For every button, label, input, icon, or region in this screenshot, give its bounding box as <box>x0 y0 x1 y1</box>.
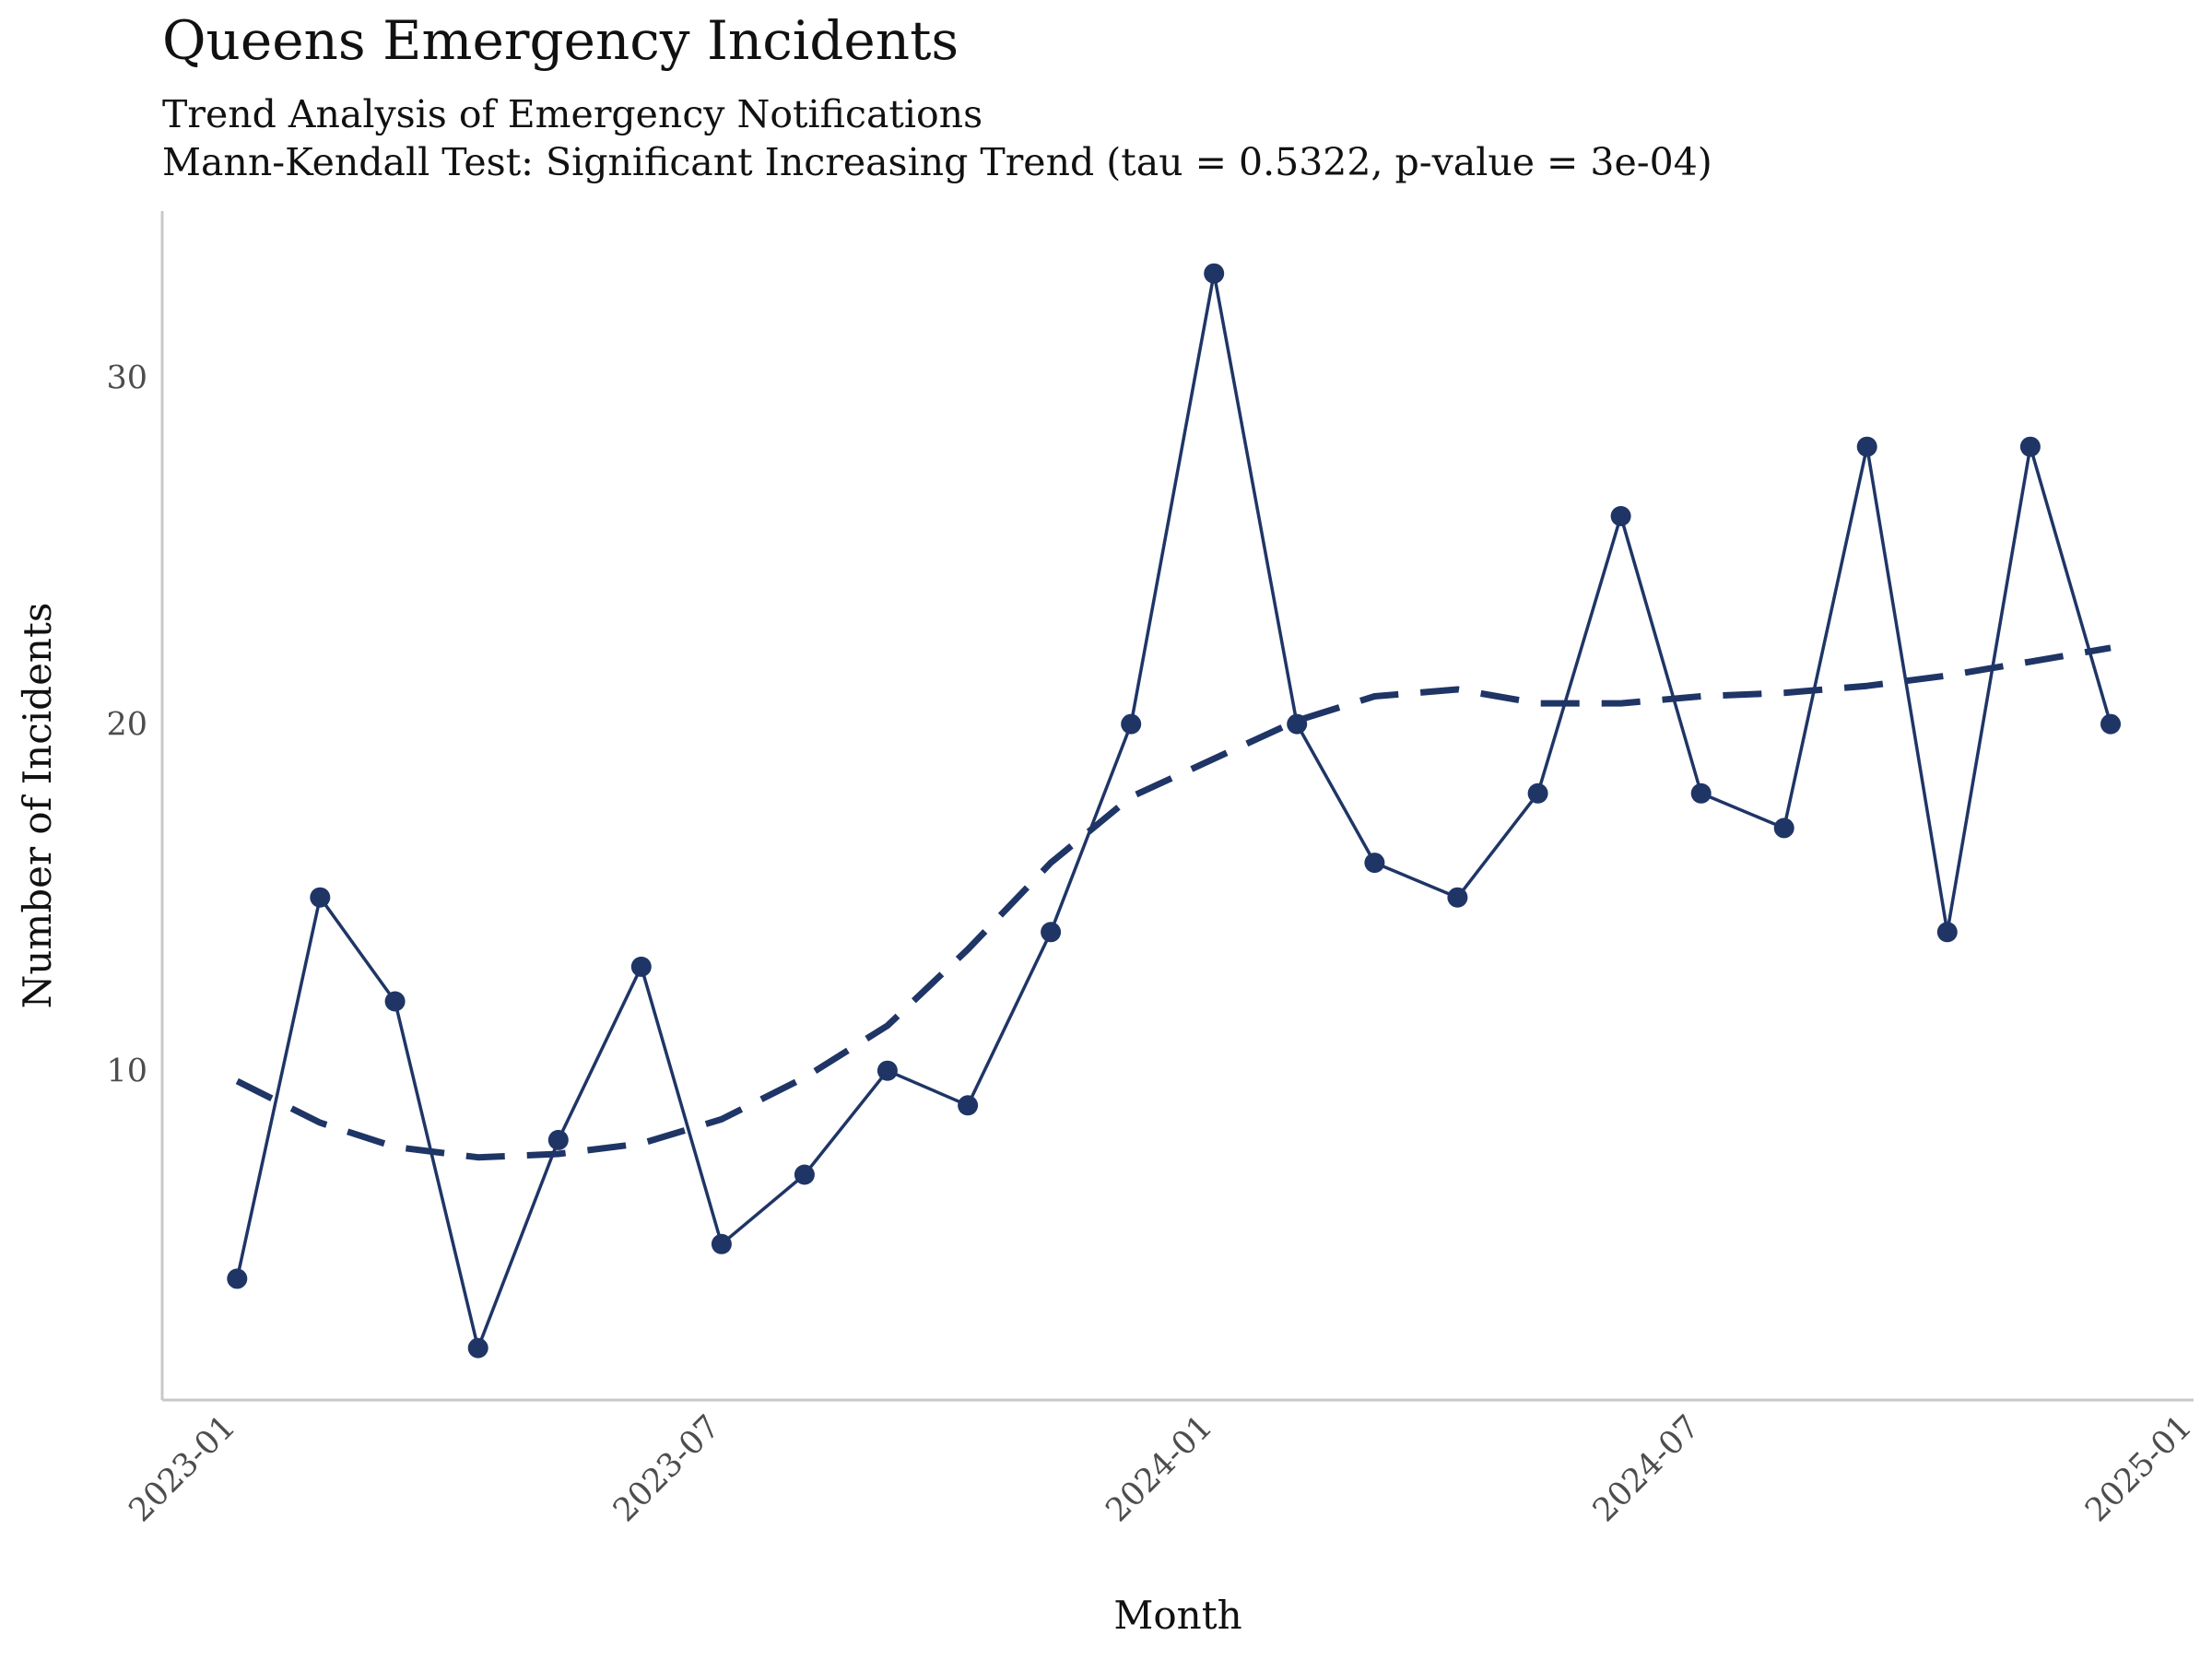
data-point <box>630 956 652 977</box>
data-point <box>547 1129 569 1150</box>
chart-subtitle-line-1: Trend Analysis of Emergency Notification… <box>162 92 983 136</box>
observed-series <box>235 271 2112 1350</box>
trend-line <box>235 644 2112 1161</box>
data-point <box>384 991 406 1012</box>
y-tick-label: 30 <box>106 360 147 397</box>
y-tick-labels: 10 20 30 <box>106 360 147 1090</box>
data-point <box>1041 922 1062 943</box>
chart-subtitle-line-2: Mann-Kendall Test: Significant Increasin… <box>162 140 1712 184</box>
y-tick-label: 10 <box>106 1053 147 1090</box>
data-point <box>711 1233 732 1254</box>
data-point <box>227 1268 248 1289</box>
data-point <box>1204 263 1225 284</box>
x-tick-label: 2023-07 <box>606 1408 727 1529</box>
observed-points <box>227 263 2121 1359</box>
x-axis-title: Month <box>1113 1593 1241 1638</box>
x-tick-label: 2025-01 <box>2078 1408 2199 1529</box>
y-tick-label: 20 <box>106 707 147 744</box>
data-point <box>1364 853 1385 874</box>
data-point <box>1287 713 1308 735</box>
data-point <box>1610 506 1631 526</box>
y-axis-title: Number of Incidents <box>15 603 60 1009</box>
data-point <box>794 1164 815 1185</box>
chart-title: Queens Emergency Incidents <box>162 9 959 72</box>
axes <box>160 211 2194 1402</box>
data-point <box>310 887 331 908</box>
data-point <box>2100 713 2121 735</box>
x-tick-labels: 2023-01 2023-07 2024-01 2024-07 2025-01 <box>123 1408 2200 1529</box>
data-point <box>1447 887 1468 908</box>
x-tick-label: 2023-01 <box>123 1408 243 1529</box>
data-point <box>1856 436 1877 457</box>
data-point <box>1773 818 1794 839</box>
trend-series <box>235 644 2112 1161</box>
data-point <box>958 1095 979 1116</box>
data-point <box>467 1337 488 1359</box>
data-point <box>2019 436 2041 457</box>
data-point <box>1527 782 1548 804</box>
data-point <box>1121 713 1142 735</box>
x-tick-label: 2024-07 <box>1586 1408 1707 1529</box>
data-point <box>1690 782 1712 804</box>
data-point <box>877 1060 898 1081</box>
observed-line <box>235 271 2112 1350</box>
x-tick-label: 2024-01 <box>1099 1408 1219 1529</box>
data-point <box>1936 922 1958 943</box>
